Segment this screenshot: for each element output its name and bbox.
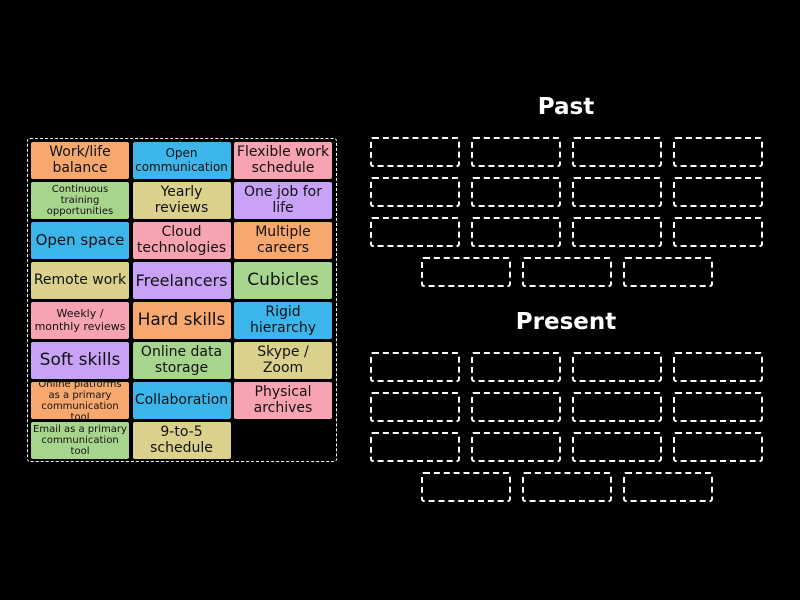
tile[interactable]: Cubicles bbox=[234, 262, 332, 299]
drop-slot[interactable] bbox=[370, 217, 460, 247]
tile[interactable]: Skype / Zoom bbox=[234, 342, 332, 379]
drop-slot[interactable] bbox=[370, 392, 460, 422]
drop-slot[interactable] bbox=[572, 217, 662, 247]
drop-slot[interactable] bbox=[471, 177, 561, 207]
tile[interactable]: Multiple careers bbox=[234, 222, 332, 259]
drop-slot[interactable] bbox=[370, 137, 460, 167]
drop-slot[interactable] bbox=[673, 352, 763, 382]
tile[interactable]: Open communication bbox=[132, 142, 231, 179]
tile[interactable]: Rigid hierarchy bbox=[234, 302, 332, 339]
tile[interactable]: Physical archives bbox=[234, 382, 332, 419]
group-title: Past bbox=[537, 94, 595, 120]
tile[interactable]: Hard skills bbox=[132, 302, 231, 339]
drop-slot[interactable] bbox=[421, 257, 511, 287]
tile[interactable]: Open space bbox=[31, 222, 129, 259]
drop-slot[interactable] bbox=[572, 432, 662, 462]
tile[interactable]: Continuous training opportunities bbox=[31, 182, 129, 219]
drop-slot[interactable] bbox=[471, 392, 561, 422]
tile[interactable]: Remote work bbox=[31, 262, 129, 299]
tile[interactable]: Work/life balance bbox=[31, 142, 129, 179]
tile[interactable]: Freelancers bbox=[132, 262, 231, 299]
drop-slot[interactable] bbox=[673, 432, 763, 462]
drop-slot[interactable] bbox=[572, 137, 662, 167]
drop-slot[interactable] bbox=[370, 352, 460, 382]
drop-slot[interactable] bbox=[421, 472, 511, 502]
drop-slot[interactable] bbox=[673, 392, 763, 422]
tile[interactable]: Cloud technologies bbox=[132, 222, 231, 259]
tile[interactable]: 9-to-5 schedule bbox=[132, 422, 231, 459]
drop-slot[interactable] bbox=[471, 137, 561, 167]
drop-slot[interactable] bbox=[522, 257, 612, 287]
drop-slot[interactable] bbox=[471, 217, 561, 247]
tile[interactable]: One job for life bbox=[234, 182, 332, 219]
group-title: Present bbox=[515, 309, 617, 335]
tile[interactable]: Soft skills bbox=[31, 342, 129, 379]
drop-slot[interactable] bbox=[623, 472, 713, 502]
drop-slot[interactable] bbox=[522, 472, 612, 502]
drop-slot[interactable] bbox=[572, 177, 662, 207]
tile[interactable]: Email as a primary communication tool bbox=[31, 422, 129, 459]
tile-pool bbox=[27, 138, 337, 462]
drop-slot[interactable] bbox=[673, 217, 763, 247]
tile[interactable]: Online data storage bbox=[132, 342, 231, 379]
drop-slot[interactable] bbox=[673, 177, 763, 207]
drop-slot[interactable] bbox=[572, 392, 662, 422]
drop-slot[interactable] bbox=[471, 352, 561, 382]
drop-slot[interactable] bbox=[623, 257, 713, 287]
tile[interactable]: Flexible work schedule bbox=[234, 142, 332, 179]
drop-slot[interactable] bbox=[471, 432, 561, 462]
tile[interactable]: Yearly reviews bbox=[132, 182, 231, 219]
tile[interactable]: Online platforms as a primary communicat… bbox=[31, 379, 129, 423]
drop-slot[interactable] bbox=[572, 352, 662, 382]
drop-slot[interactable] bbox=[673, 137, 763, 167]
tile[interactable]: Collaboration bbox=[132, 382, 231, 419]
drop-slot[interactable] bbox=[370, 432, 460, 462]
tile[interactable]: Weekly / monthly reviews bbox=[31, 302, 129, 339]
drop-slot[interactable] bbox=[370, 177, 460, 207]
